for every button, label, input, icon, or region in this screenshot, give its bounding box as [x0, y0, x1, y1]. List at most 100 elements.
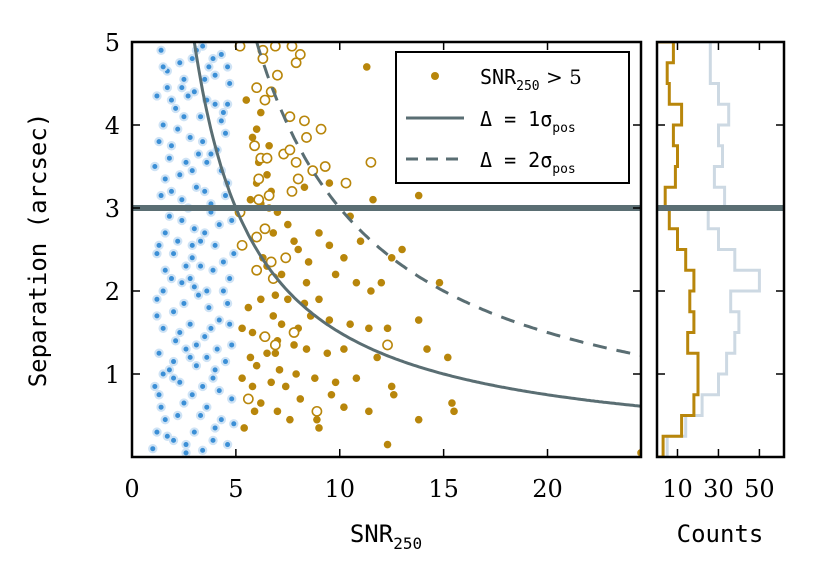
high-snr-open-point	[251, 264, 263, 276]
legend-marker-high-snr	[431, 72, 439, 80]
low-snr-point	[189, 224, 200, 234]
high-snr-point	[340, 403, 348, 412]
low-snr-point	[216, 116, 227, 126]
low-snr-point	[179, 111, 189, 122]
high-snr-point	[286, 415, 294, 424]
low-snr-point	[229, 419, 239, 429]
low-snr-point	[185, 273, 195, 284]
high-snr-open-point	[299, 115, 310, 127]
high-snr-point	[290, 237, 298, 245]
x-axis-ticks: 0 5 10 15 20	[124, 42, 563, 503]
high-snr-open-point	[257, 53, 269, 64]
low-snr-point	[220, 356, 231, 367]
high-snr-point	[300, 183, 309, 192]
low-snr-point	[227, 340, 237, 350]
high-snr-series	[234, 42, 641, 457]
high-snr-point	[414, 415, 423, 424]
low-snr-point	[152, 248, 162, 259]
low-snr-point	[191, 361, 202, 371]
high-snr-open-point	[253, 173, 265, 185]
low-snr-point	[152, 91, 162, 101]
hist-all-series	[657, 42, 761, 457]
low-snr-point	[173, 124, 183, 134]
high-snr-point	[273, 407, 282, 416]
legend-label-2sigma: Δ = 2σpos	[480, 148, 576, 177]
low-snr-point	[202, 402, 212, 412]
low-snr-point	[175, 327, 185, 338]
high-snr-point	[414, 191, 423, 200]
high-snr-open-point	[301, 132, 312, 143]
low-snr-point	[160, 414, 170, 425]
high-snr-open-point	[382, 339, 393, 351]
low-snr-point	[158, 62, 168, 72]
high-snr-point	[367, 287, 375, 295]
low-snr-point	[202, 286, 212, 296]
high-snr-point	[275, 366, 284, 374]
low-snr-series	[148, 42, 239, 457]
high-snr-point	[443, 353, 452, 362]
high-snr-open-point	[307, 165, 319, 177]
high-snr-point	[352, 278, 361, 287]
high-snr-point	[448, 399, 456, 407]
low-snr-point	[212, 344, 222, 354]
high-snr-point	[325, 179, 334, 187]
low-snr-point	[227, 215, 237, 226]
high-snr-point	[294, 245, 303, 254]
high-snr-open-point	[253, 194, 265, 206]
low-snr-point	[173, 236, 183, 246]
high-snr-point	[302, 278, 311, 287]
high-snr-point	[257, 295, 265, 304]
curve-2sigma	[255, 42, 641, 357]
histogram-frame	[655, 40, 786, 459]
low-snr-point	[202, 352, 212, 363]
y-tick-label: 4	[105, 112, 120, 140]
high-snr-open-point	[251, 231, 263, 243]
high-snr-open-point	[236, 239, 248, 251]
low-snr-point	[150, 381, 160, 392]
high-snr-point	[383, 324, 392, 333]
low-snr-point	[191, 182, 202, 192]
y-tick-label: 2	[105, 278, 120, 306]
low-snr-point	[179, 298, 189, 309]
low-snr-point	[189, 427, 200, 437]
high-snr-open-point	[311, 405, 323, 417]
high-snr-point	[277, 270, 286, 279]
high-snr-point	[340, 345, 348, 353]
x-tick-label: 10	[324, 475, 355, 503]
low-snr-point	[158, 286, 168, 296]
legend-label-1sigma: Δ = 1σpos	[480, 107, 576, 136]
low-snr-point	[224, 78, 235, 89]
low-snr-point	[175, 58, 185, 68]
high-snr-point	[292, 370, 300, 378]
x-tick-label: 5	[228, 475, 243, 503]
low-snr-point	[164, 153, 175, 163]
high-snr-point	[296, 395, 305, 403]
low-snr-point	[197, 136, 208, 147]
low-snr-point	[200, 186, 210, 197]
high-snr-open-point	[259, 223, 271, 235]
high-snr-point	[267, 378, 275, 387]
low-snr-point	[218, 107, 229, 118]
high-snr-point	[313, 415, 321, 424]
high-snr-point	[315, 424, 323, 432]
low-snr-point	[158, 369, 168, 379]
high-snr-open-point	[290, 57, 302, 69]
y-axis-ticks: 1 2 3 4 5	[105, 29, 784, 389]
high-snr-point	[311, 374, 319, 382]
low-snr-point	[168, 373, 179, 383]
x-tick-label: 0	[124, 475, 139, 503]
high-snr-point	[240, 424, 248, 432]
high-snr-open-point	[365, 156, 377, 168]
high-snr-point	[269, 229, 278, 237]
high-snr-open-point	[269, 339, 281, 351]
low-snr-point	[195, 261, 206, 271]
low-snr-point	[216, 49, 227, 60]
low-snr-point	[222, 99, 233, 109]
low-snr-point	[177, 215, 187, 226]
low-snr-point	[183, 91, 193, 101]
high-snr-point	[423, 345, 431, 353]
high-snr-point	[356, 237, 365, 245]
low-snr-point	[179, 74, 189, 85]
high-snr-open-point	[265, 256, 277, 268]
low-snr-point	[222, 439, 233, 450]
